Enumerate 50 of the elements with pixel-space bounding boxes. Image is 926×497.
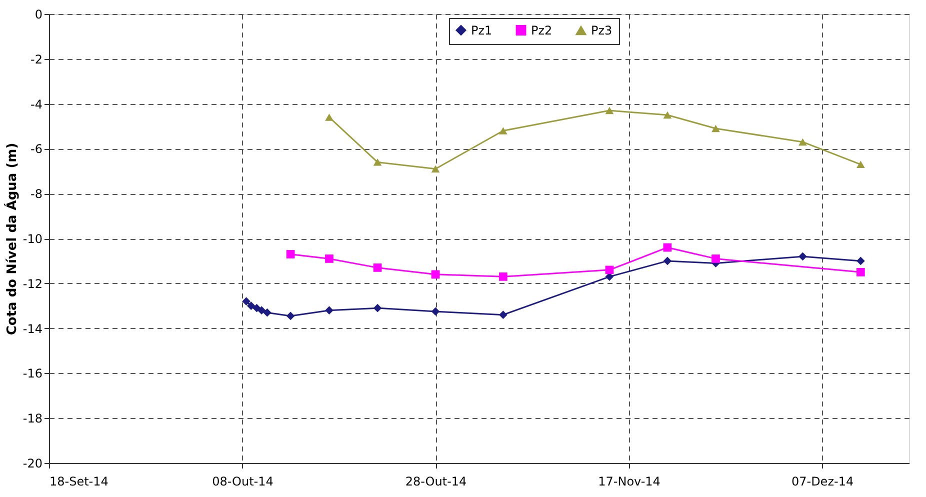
y-tick-label: -6: [30, 142, 42, 156]
y-tick-label: -4: [30, 97, 42, 112]
point: [257, 306, 266, 315]
point: [712, 254, 720, 263]
y-axis-title: Cota do Nível da Água (m): [2, 142, 20, 336]
y-tick-label: -16: [22, 366, 42, 381]
point: [431, 270, 440, 279]
point: [663, 243, 672, 252]
point: [325, 306, 334, 315]
point: [373, 158, 382, 166]
point: [373, 264, 382, 272]
point: [605, 266, 614, 274]
point: [856, 160, 865, 168]
y-tick-label: -18: [22, 412, 42, 426]
point: [325, 114, 334, 121]
point: [242, 297, 250, 306]
point: [498, 127, 508, 134]
point: [246, 302, 256, 310]
x-tick-label: 18-Set-14: [50, 474, 108, 488]
point: [286, 250, 295, 258]
y-tick-label: 0: [34, 8, 42, 22]
point: [431, 307, 440, 316]
point: [498, 310, 508, 320]
point: [431, 165, 440, 173]
y-tick-label: -2: [30, 52, 42, 66]
legend-label: Pz3: [591, 24, 612, 38]
point: [286, 312, 295, 320]
point: [663, 111, 672, 119]
point: [605, 106, 614, 114]
x-tick-label: 08-Out-14: [212, 474, 274, 488]
point: [663, 256, 672, 266]
y-tick-label: -8: [30, 187, 42, 202]
point: [856, 256, 865, 266]
x-tick-label: 17-Nov-14: [598, 474, 660, 488]
point: [263, 308, 272, 317]
point: [798, 252, 807, 261]
y-tick-label: -12: [22, 276, 42, 291]
y-tick-label: -10: [22, 232, 42, 246]
legend-label: Pz1: [471, 23, 492, 38]
point: [798, 138, 807, 146]
point: [712, 124, 720, 132]
legend-label: Pz2: [531, 23, 552, 38]
point: [498, 272, 508, 281]
y-tick-label: -20: [22, 456, 42, 470]
x-tick-label: 07-Dez-14: [791, 474, 854, 488]
point: [325, 254, 334, 263]
point: [856, 268, 865, 276]
point: [373, 304, 382, 312]
x-tick-label: 28-Out-14: [405, 474, 467, 488]
y-tick-label: -14: [22, 322, 42, 336]
